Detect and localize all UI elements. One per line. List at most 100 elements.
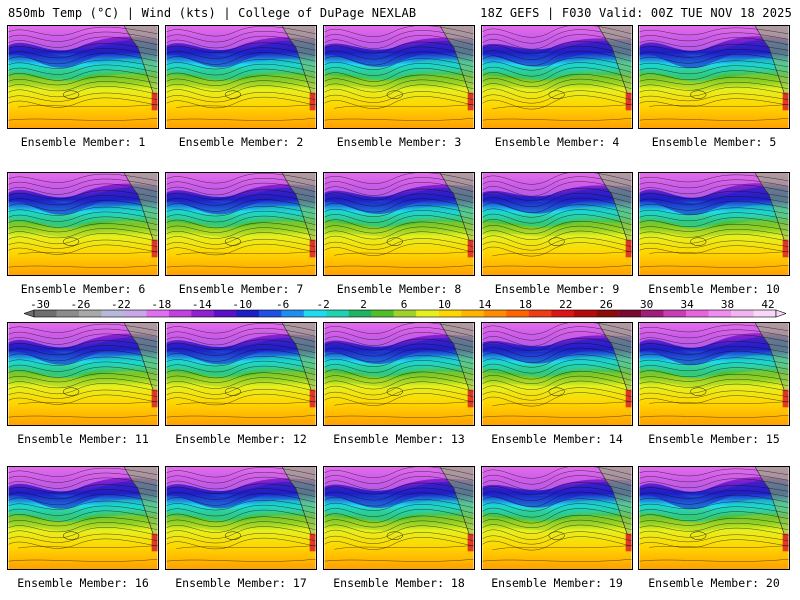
ensemble-member-label: Ensemble Member: 15 [648, 432, 780, 446]
colorbar-swatch [78, 310, 102, 317]
ensemble-panel: Ensemble Member: 5 [638, 25, 790, 149]
colorbar-swatch [596, 310, 619, 317]
temperature-map [323, 322, 475, 426]
colorbar-tick-label: 6 [401, 299, 408, 311]
ensemble-panel: Ensemble Member: 19 [481, 466, 633, 590]
ensemble-member-label: Ensemble Member: 11 [17, 432, 149, 446]
ensemble-panel: Ensemble Member: 12 [165, 322, 317, 446]
colorbar-swatch [236, 310, 260, 317]
temperature-map [165, 25, 317, 129]
colorbar-tick-label: 42 [761, 299, 774, 311]
ensemble-member-label: Ensemble Member: 18 [333, 576, 465, 590]
colorbar-min-arrow [24, 309, 35, 318]
colorbar-tick-label: -22 [111, 299, 131, 311]
colorbar-swatch [483, 310, 507, 317]
colorbar-tick-label: -6 [276, 299, 289, 311]
colorbar-swatch [348, 310, 372, 317]
ensemble-member-label: Ensemble Member: 17 [175, 576, 307, 590]
ensemble-member-label: Ensemble Member: 4 [494, 135, 620, 149]
ensemble-member-label: Ensemble Member: 16 [17, 576, 149, 590]
ensemble-panel: Ensemble Member: 4 [481, 25, 633, 149]
temperature-map [481, 172, 633, 276]
temperature-map [481, 322, 633, 426]
temperature-map [481, 25, 633, 129]
ensemble-panel: Ensemble Member: 13 [323, 322, 475, 446]
colorbar-swatch [528, 310, 552, 317]
colorbar-tick-label: 14 [478, 299, 492, 311]
ensemble-panel: Ensemble Member: 14 [481, 322, 633, 446]
colorbar-swatch [416, 310, 439, 317]
colorbar-tick-label: -2 [316, 299, 329, 311]
ensemble-member-label: Ensemble Member: 13 [333, 432, 465, 446]
colorbar-swatch [551, 310, 574, 317]
ensemble-panel: Ensemble Member: 20 [638, 466, 790, 590]
ensemble-member-label: Ensemble Member: 20 [648, 576, 780, 590]
colorbar-swatch [123, 310, 147, 317]
colorbar-tick-label: -10 [232, 299, 252, 311]
model-run-valid-time: 18Z GEFS | F030 Valid: 00Z TUE NOV 18 20… [480, 6, 792, 20]
ensemble-panel: Ensemble Member: 11 [7, 322, 159, 446]
ensemble-member-label: Ensemble Member: 3 [336, 135, 462, 149]
colorbar-tick-label: 18 [519, 299, 532, 311]
temperature-map [481, 466, 633, 570]
temperature-map [323, 25, 475, 129]
colorbar-tick-label: 34 [680, 299, 694, 311]
ensemble-member-label: Ensemble Member: 9 [494, 282, 620, 296]
colorbar-swatch [303, 310, 327, 317]
colorbar-swatch [708, 310, 732, 317]
ensemble-panel: Ensemble Member: 16 [7, 466, 159, 590]
temperature-map [7, 322, 159, 426]
colorbar-swatch [461, 310, 484, 317]
colorbar-tick-label: 22 [559, 299, 572, 311]
colorbar-tick-label: -18 [151, 299, 171, 311]
colorbar-tick-label: -14 [192, 299, 212, 311]
temperature-colorbar: -30 -26 -22 -18 -14 -10 -6 -2 2 6 10 14 18 22 26 30 34 38… [24, 299, 786, 318]
colorbar-tick-label: -30 [30, 299, 50, 311]
colorbar-swatch [326, 310, 349, 317]
colorbar-max-arrow [775, 309, 786, 318]
ensemble-member-label: Ensemble Member: 2 [178, 135, 304, 149]
colorbar-tick-label: 38 [721, 299, 734, 311]
colorbar-swatch [393, 310, 417, 317]
colorbar-swatch [56, 310, 80, 317]
temperature-map [165, 466, 317, 570]
ensemble-panel: Ensemble Member: 17 [165, 466, 317, 590]
temperature-map [7, 25, 159, 129]
temperature-map [638, 466, 790, 570]
ensemble-member-label: Ensemble Member: 10 [648, 282, 780, 296]
colorbar-swatch [146, 310, 170, 317]
ensemble-panel: Ensemble Member: 3 [323, 25, 475, 149]
colorbar-swatch [573, 310, 597, 317]
temperature-map [7, 466, 159, 570]
colorbar-swatch [281, 310, 305, 317]
ensemble-panel: Ensemble Member: 2 [165, 25, 317, 149]
ensemble-panel: Ensemble Member: 1 [7, 25, 159, 149]
ensemble-panel: Ensemble Member: 10 [638, 172, 790, 296]
temperature-map [165, 172, 317, 276]
ensemble-panel: Ensemble Member: 6 [7, 172, 159, 296]
temperature-map [7, 172, 159, 276]
colorbar-swatch [34, 310, 57, 317]
colorbar-swatch [213, 310, 237, 317]
colorbar-swatch [663, 310, 687, 317]
colorbar-swatch [753, 310, 777, 317]
colorbar-swatch [191, 310, 215, 317]
temperature-map [638, 25, 790, 129]
temperature-map [323, 466, 475, 570]
colorbar-swatch [371, 310, 394, 317]
ensemble-member-label: Ensemble Member: 19 [491, 576, 623, 590]
ensemble-member-label: Ensemble Member: 1 [20, 135, 146, 149]
colorbar-swatch [731, 310, 754, 317]
ensemble-member-label: Ensemble Member: 5 [651, 135, 777, 149]
colorbar-tick-label: 30 [640, 299, 653, 311]
colorbar-swatch [168, 310, 192, 317]
ensemble-member-label: Ensemble Member: 6 [20, 282, 146, 296]
ensemble-panel: Ensemble Member: 9 [481, 172, 633, 296]
temperature-map [165, 322, 317, 426]
ensemble-panel: Ensemble Member: 8 [323, 172, 475, 296]
ensemble-member-label: Ensemble Member: 14 [491, 432, 623, 446]
colorbar-swatch [641, 310, 664, 317]
colorbar-swatch [618, 310, 642, 317]
temperature-map [323, 172, 475, 276]
ensemble-member-label: Ensemble Member: 7 [178, 282, 304, 296]
